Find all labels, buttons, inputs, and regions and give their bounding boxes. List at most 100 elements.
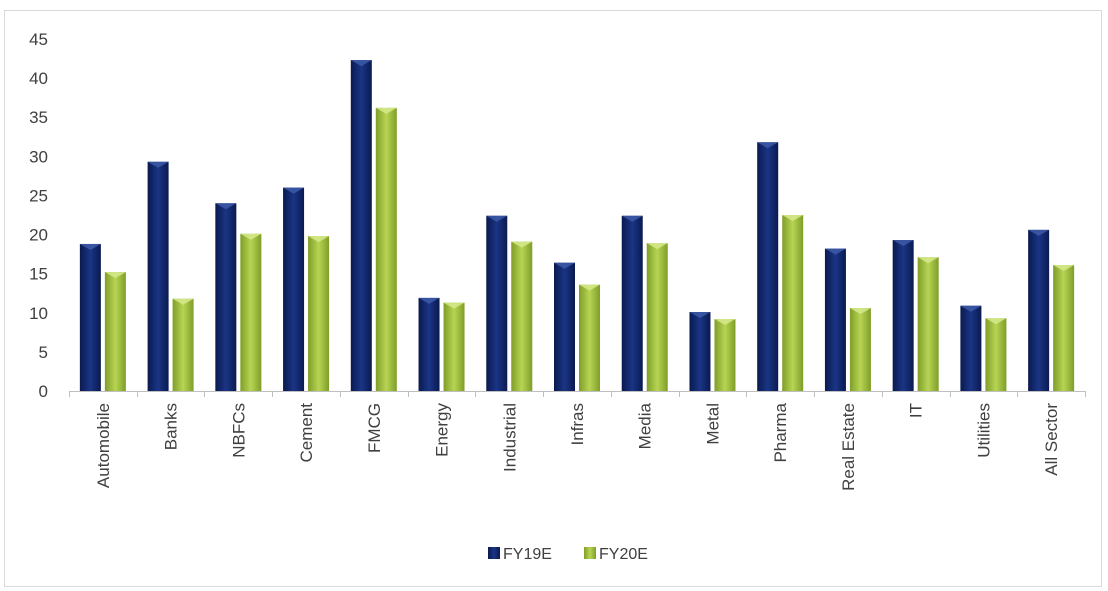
- bar-body: [689, 311, 711, 391]
- bar-body: [621, 215, 643, 391]
- bar-body: [1028, 229, 1050, 391]
- bar-fy20e-real-estate: [849, 308, 871, 391]
- bar-fy20e-cement: [308, 236, 330, 391]
- bar-body: [172, 298, 194, 391]
- bar-fy19e-utilities: [960, 305, 982, 391]
- y-tick-label-20: 20: [29, 226, 48, 245]
- bar-body: [375, 107, 397, 391]
- x-tick-label-infras: Infras: [568, 403, 587, 446]
- bar-fy20e-pharma: [782, 215, 804, 391]
- x-tick-label-utilities: Utilities: [974, 403, 993, 458]
- axes: [69, 391, 1086, 397]
- x-tick-label-automobile: Automobile: [94, 403, 113, 488]
- x-tick-label-cement: Cement: [297, 403, 316, 463]
- bar-fy19e-it: [892, 240, 914, 391]
- bars: [79, 60, 1075, 392]
- bar-body: [579, 284, 600, 391]
- y-tick-label-40: 40: [29, 69, 48, 88]
- x-tick-label-it: IT: [907, 403, 926, 418]
- bar-fy19e-pharma: [757, 142, 779, 391]
- bar-fy19e-nbfcs: [215, 203, 237, 391]
- bar-cap: [757, 142, 779, 149]
- bar-fy19e-media: [621, 215, 643, 391]
- bar-fy20e-infras: [579, 284, 600, 391]
- legend-label: FY20E: [599, 546, 648, 563]
- bar-chart: 0 5 10 15 20 25 30 35 40 45 Automobile Banks NBFCs Ce…: [29, 30, 1086, 563]
- bar-fy19e-energy: [418, 297, 440, 391]
- legend-item-fy19e: FY19E: [488, 546, 552, 563]
- bar-cap: [554, 262, 575, 269]
- bar-cap: [172, 298, 194, 305]
- bar-cap: [1028, 229, 1050, 236]
- bar-cap: [646, 243, 668, 250]
- bar-body: [757, 142, 779, 391]
- bar-body: [511, 241, 533, 391]
- bar-cap: [443, 302, 465, 309]
- bar-body: [308, 236, 330, 391]
- bar-cap: [79, 243, 101, 250]
- bar-cap: [782, 215, 804, 221]
- bar-cap: [621, 215, 643, 222]
- axis-labels: 0 5 10 15 20 25 30 35 40 45 Automobile Banks NBFCs Ce…: [29, 30, 1061, 491]
- bar-body: [147, 161, 169, 391]
- x-tick-label-fmcg: FMCG: [365, 403, 384, 453]
- bar-fy19e-metal: [689, 311, 711, 391]
- bar-fy20e-nbfcs: [240, 233, 262, 391]
- bar-fy20e-it: [917, 257, 939, 391]
- x-tick-label-media: Media: [636, 402, 655, 449]
- bar-cap: [985, 318, 1007, 325]
- bar-fy19e-all-sector: [1028, 229, 1050, 391]
- bar-cap: [375, 107, 397, 114]
- bar-body: [782, 215, 804, 391]
- legend-swatch: [488, 547, 500, 559]
- bar-body: [418, 297, 440, 391]
- chart-frame: 0 5 10 15 20 25 30 35 40 45 Automobile Banks NBFCs Ce…: [4, 10, 1102, 587]
- y-tick-label-30: 30: [29, 147, 48, 166]
- bar-body: [486, 215, 508, 391]
- bar-body: [350, 60, 372, 392]
- bar-body: [646, 243, 668, 391]
- bar-cap: [892, 240, 914, 247]
- y-tick-label-25: 25: [29, 186, 48, 205]
- bar-fy20e-energy: [443, 302, 465, 391]
- bar-body: [714, 319, 736, 391]
- bar-cap: [849, 308, 871, 315]
- bar-body: [443, 302, 465, 391]
- bar-body: [104, 272, 126, 391]
- y-tick-label-45: 45: [29, 30, 48, 49]
- x-tick-label-pharma: Pharma: [771, 402, 790, 462]
- bar-cap: [418, 297, 440, 304]
- bar-fy19e-automobile: [79, 243, 101, 391]
- bar-cap: [283, 187, 305, 194]
- bar-body: [824, 248, 846, 391]
- bar-fy20e-fmcg: [375, 107, 397, 391]
- bar-body: [892, 240, 914, 391]
- bar-body: [215, 203, 237, 391]
- x-tick-label-energy: Energy: [433, 403, 452, 457]
- bar-body: [283, 187, 305, 391]
- bar-body: [917, 257, 939, 391]
- bar-cap: [917, 257, 939, 264]
- y-tick-label-35: 35: [29, 108, 48, 127]
- bar-fy19e-banks: [147, 161, 169, 391]
- bar-cap: [147, 161, 169, 168]
- bar-cap: [714, 319, 736, 326]
- bar-body: [849, 308, 871, 391]
- bar-body: [1053, 265, 1075, 391]
- y-tick-label-10: 10: [29, 304, 48, 323]
- bar-cap: [511, 241, 533, 248]
- x-tick-label-all-sector: All Sector: [1042, 403, 1061, 476]
- bar-cap: [1053, 265, 1075, 272]
- legend-item-fy20e: FY20E: [584, 546, 648, 563]
- bar-cap: [308, 236, 330, 243]
- bar-cap: [240, 233, 262, 240]
- bar-fy20e-industrial: [511, 241, 533, 391]
- bar-fy20e-banks: [172, 298, 194, 391]
- bar-fy20e-all-sector: [1053, 265, 1075, 391]
- bar-cap: [689, 311, 711, 318]
- legend: FY19E FY20E: [488, 546, 648, 563]
- bar-fy19e-fmcg: [350, 60, 372, 392]
- bar-body: [985, 318, 1007, 391]
- legend-swatch: [584, 547, 596, 559]
- bar-body: [79, 243, 101, 391]
